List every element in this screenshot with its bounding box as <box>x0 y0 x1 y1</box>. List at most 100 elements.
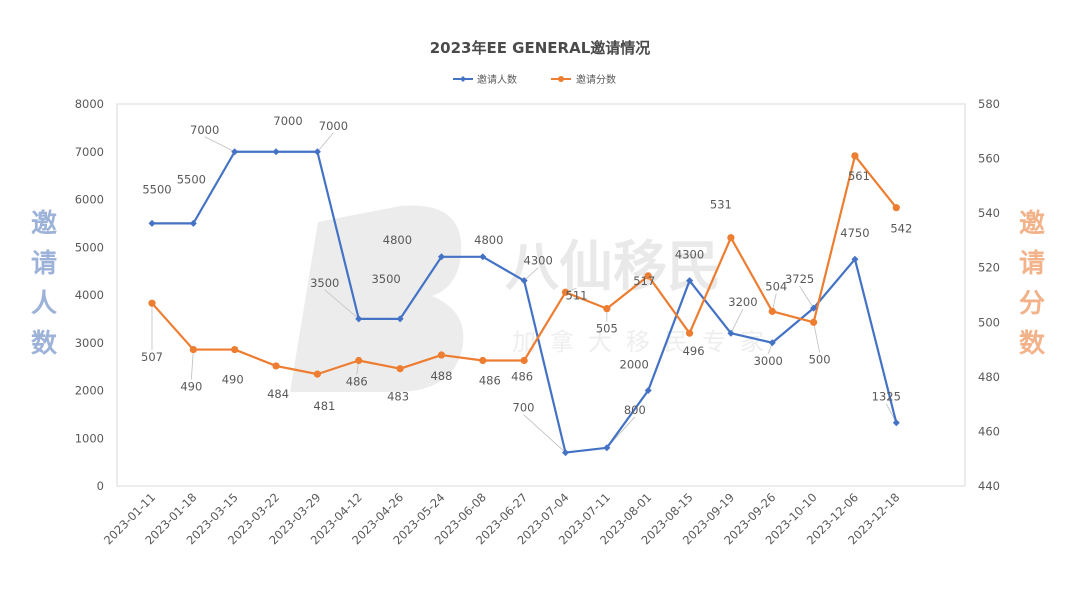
data-point <box>810 318 818 326</box>
data-label: 5500 <box>177 172 206 186</box>
data-point <box>272 362 280 370</box>
data-label: 486 <box>346 374 368 388</box>
data-point <box>892 419 900 427</box>
data-label: 7000 <box>190 123 219 137</box>
data-label: 4300 <box>524 254 553 268</box>
data-label: 3200 <box>728 295 757 309</box>
left-axis-title: 邀请人数 <box>31 209 58 359</box>
right-tick-label: 580 <box>978 97 1000 111</box>
left-tick-label: 6000 <box>75 193 104 207</box>
data-point <box>686 277 694 285</box>
data-label: 800 <box>624 403 646 417</box>
axis-title-char: 人 <box>31 289 57 319</box>
right-axis-title: 邀请分数 <box>1019 209 1046 359</box>
plot-area <box>116 103 966 487</box>
data-point <box>231 148 239 156</box>
left-tick-label: 4000 <box>75 288 104 302</box>
data-label: 504 <box>765 279 787 293</box>
data-label: 490 <box>222 373 244 387</box>
leader-line <box>317 132 334 153</box>
legend-label-series-1: 邀请人数 <box>477 73 517 86</box>
axis-title-char: 数 <box>1019 329 1046 359</box>
data-label: 542 <box>890 222 912 236</box>
legend-label-series-2: 邀请分数 <box>576 73 616 86</box>
left-tick-label: 2000 <box>75 384 104 398</box>
data-label: 3500 <box>371 272 400 286</box>
data-point <box>313 148 321 156</box>
data-label: 3500 <box>310 276 339 290</box>
left-tick-label: 5000 <box>75 240 104 254</box>
data-point <box>148 299 156 307</box>
data-label: 5500 <box>142 182 171 196</box>
right-tick-label: 540 <box>978 206 1000 220</box>
data-point <box>851 255 859 263</box>
data-point <box>396 365 404 373</box>
data-point <box>768 307 776 315</box>
data-point <box>272 148 280 156</box>
data-point <box>644 387 652 394</box>
right-axis-ticks: 440 460 480 500 520 540 560 580 <box>978 97 1000 493</box>
left-tick-label: 3000 <box>75 336 104 350</box>
x-axis-ticks: 2023-01-112023-01-182023-03-152023-03-22… <box>101 490 902 547</box>
data-point <box>603 305 611 313</box>
data-point <box>727 234 735 242</box>
left-axis-ticks: 0 1000 2000 3000 4000 5000 6000 7000 8000 <box>75 97 104 493</box>
data-point <box>520 356 528 365</box>
right-tick-label: 520 <box>978 261 1000 275</box>
axis-title-char: 请 <box>1019 249 1045 279</box>
data-point <box>437 253 445 261</box>
data-point <box>561 288 570 296</box>
leader-line <box>324 289 360 320</box>
axis-title-char: 请 <box>31 249 57 279</box>
data-point <box>685 329 694 337</box>
legend-marker-series-2 <box>558 76 564 82</box>
right-tick-label: 480 <box>978 370 1000 384</box>
data-point <box>479 253 487 261</box>
legend: 邀请人数 邀请分数 <box>453 73 616 86</box>
data-label: 486 <box>511 369 533 383</box>
leader-line <box>813 322 820 353</box>
data-labels: 5500 5500 7000 7000 7000 3500 3500 4800 4800 4300… <box>141 114 912 417</box>
right-tick-label: 560 <box>978 152 1000 166</box>
chart-title: 2023年EE GENERAL邀请情况 <box>430 39 651 57</box>
axis-title-char: 分 <box>1019 289 1045 319</box>
leader-line <box>523 267 539 281</box>
data-label: 2000 <box>620 358 649 372</box>
data-label: 500 <box>809 352 831 366</box>
data-point <box>603 444 611 452</box>
series-markers <box>148 148 900 457</box>
data-point <box>892 204 900 212</box>
data-label: 488 <box>430 369 452 383</box>
data-point <box>520 277 528 285</box>
data-label: 4800 <box>474 233 503 247</box>
axis-title-char: 数 <box>31 329 58 359</box>
watermark: 八仙移民 加拿大移民专家 <box>290 205 778 392</box>
right-tick-label: 500 <box>978 315 1000 329</box>
right-tick-label: 460 <box>978 424 1000 438</box>
data-point <box>727 329 735 337</box>
axis-title-char: 邀 <box>1019 209 1045 239</box>
left-tick-label: 1000 <box>75 431 104 445</box>
leader-line <box>799 285 814 309</box>
watermark-subtitle: 加拿大移民专家 <box>512 328 778 356</box>
data-label: 7000 <box>319 119 348 133</box>
data-label: 7000 <box>273 114 302 128</box>
data-point <box>396 315 404 323</box>
leader-line <box>730 309 744 334</box>
axis-title-char: 邀 <box>31 209 57 239</box>
data-label: 484 <box>267 387 289 401</box>
data-label: 4750 <box>840 226 869 240</box>
data-label: 4300 <box>675 248 704 262</box>
watermark-logo <box>290 205 464 392</box>
data-point <box>355 315 363 323</box>
data-point <box>479 356 487 365</box>
data-label: 481 <box>313 399 335 413</box>
data-label: 496 <box>683 344 705 358</box>
watermark-text: 八仙移民 <box>505 235 721 298</box>
data-label: 483 <box>387 390 409 404</box>
left-tick-label: 7000 <box>75 145 104 159</box>
data-point <box>231 345 239 354</box>
data-label: 3725 <box>785 272 814 286</box>
data-point <box>189 219 197 227</box>
data-label: 1325 <box>872 390 901 404</box>
